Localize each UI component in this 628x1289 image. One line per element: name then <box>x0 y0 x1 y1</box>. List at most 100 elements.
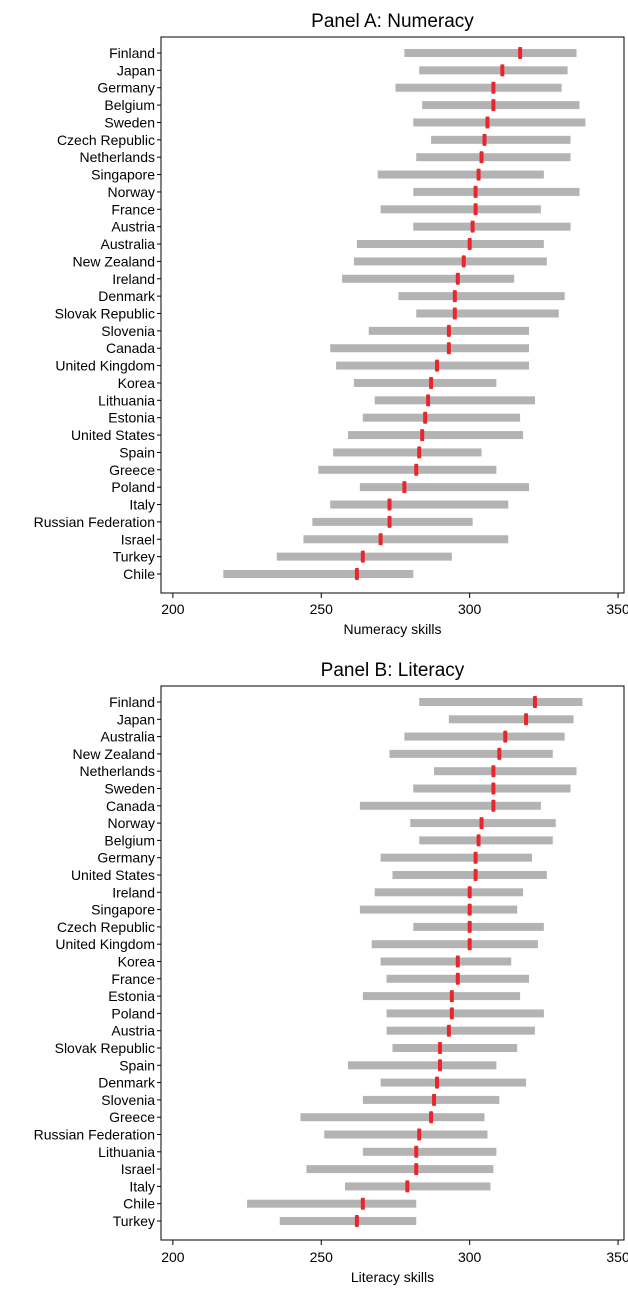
range-bar <box>362 413 521 422</box>
row-germany: Germany <box>97 80 562 96</box>
range-bar <box>347 1061 497 1070</box>
category-label: Canada <box>106 340 155 356</box>
category-label: Spain <box>119 1057 155 1073</box>
category-label: New Zealand <box>73 746 156 762</box>
range-bar <box>434 767 577 776</box>
row-israel: Israel <box>121 531 509 547</box>
category-label: Netherlands <box>80 149 156 165</box>
mean-marker <box>414 1163 419 1176</box>
row-belgium: Belgium <box>104 97 580 113</box>
mean-marker <box>473 185 478 198</box>
category-label: Finland <box>109 694 155 710</box>
x-tick-label: 350 <box>606 1249 628 1265</box>
row-finland: Finland <box>109 45 577 61</box>
range-bar <box>404 49 577 57</box>
range-bar <box>359 905 518 914</box>
category-label: Korea <box>118 954 156 970</box>
range-bar <box>389 749 553 758</box>
range-bar <box>330 500 509 509</box>
category-label: Norway <box>108 184 155 200</box>
row-italy: Italy <box>129 1178 491 1194</box>
range-bar <box>398 292 565 301</box>
mean-marker <box>482 133 487 146</box>
row-ireland: Ireland <box>112 271 515 287</box>
category-label: France <box>111 201 155 217</box>
row-turkey: Turkey <box>113 1213 417 1229</box>
mean-marker <box>420 429 425 442</box>
row-spain: Spain <box>119 1057 497 1073</box>
row-lithuania: Lithuania <box>98 392 535 408</box>
range-bar <box>333 448 482 457</box>
range-bar <box>380 957 512 966</box>
range-bar <box>395 83 562 92</box>
x-tick-label: 250 <box>310 601 334 617</box>
mean-marker <box>437 1059 442 1072</box>
mean-marker <box>532 696 537 708</box>
category-label: Slovak Republic <box>55 1040 155 1056</box>
category-label: Norway <box>108 815 155 831</box>
range-bar <box>306 1165 494 1174</box>
category-label: Turkey <box>113 549 155 565</box>
mean-marker <box>461 255 466 268</box>
mean-marker <box>476 834 481 847</box>
row-netherlands: Netherlands <box>80 763 577 779</box>
range-bar <box>330 344 530 353</box>
category-label: Estonia <box>108 988 155 1004</box>
range-bar <box>247 1199 417 1208</box>
row-singapore: Singapore <box>91 902 518 918</box>
row-estonia: Estonia <box>108 988 521 1004</box>
category-label: Lithuania <box>98 1144 155 1160</box>
range-bar <box>413 922 544 931</box>
mean-marker <box>503 730 508 743</box>
mean-marker <box>449 990 454 1003</box>
row-austria: Austria <box>111 1023 535 1039</box>
row-sweden: Sweden <box>104 114 586 130</box>
row-poland: Poland <box>111 1005 544 1021</box>
row-italy: Italy <box>129 497 509 513</box>
mean-marker <box>455 272 460 285</box>
mean-marker <box>470 220 475 233</box>
mean-marker <box>446 1024 451 1037</box>
row-australia: Australia <box>101 729 565 745</box>
row-sweden: Sweden <box>104 781 571 797</box>
row-norway: Norway <box>108 184 580 200</box>
range-bar <box>413 118 586 127</box>
mean-marker <box>467 886 472 899</box>
range-bar <box>431 135 571 144</box>
mean-marker <box>387 498 392 511</box>
mean-marker <box>455 972 460 985</box>
mean-marker <box>473 851 478 864</box>
chart-title: Panel B: Literacy <box>321 660 465 681</box>
mean-marker <box>378 533 383 546</box>
mean-marker <box>500 64 505 77</box>
x-tick-label: 250 <box>310 1249 334 1265</box>
range-bar <box>416 153 571 162</box>
range-bar <box>413 222 571 231</box>
category-label: Estonia <box>108 410 155 426</box>
mean-marker <box>446 342 451 355</box>
category-label: Chile <box>123 1196 155 1212</box>
row-czech-republic: Czech Republic <box>57 132 571 148</box>
x-tick-label: 300 <box>458 601 482 617</box>
category-label: Singapore <box>91 902 155 918</box>
row-united-kingdom: United Kingdom <box>55 936 538 952</box>
mean-marker <box>497 747 502 760</box>
mean-marker <box>429 1111 434 1124</box>
mean-marker <box>387 515 392 528</box>
category-label: Czech Republic <box>57 132 155 148</box>
mean-marker <box>437 1042 442 1054</box>
row-greece: Greece <box>109 1109 485 1125</box>
range-bar <box>377 170 544 179</box>
row-france: France <box>111 201 541 217</box>
row-chile: Chile <box>123 566 414 582</box>
row-russian-federation: Russian Federation <box>34 514 473 530</box>
mean-marker <box>452 307 457 320</box>
category-label: Russian Federation <box>34 514 155 530</box>
range-bar <box>419 836 553 845</box>
row-denmark: Denmark <box>98 288 565 304</box>
category-label: Netherlands <box>80 763 156 779</box>
category-label: Greece <box>109 1109 155 1125</box>
